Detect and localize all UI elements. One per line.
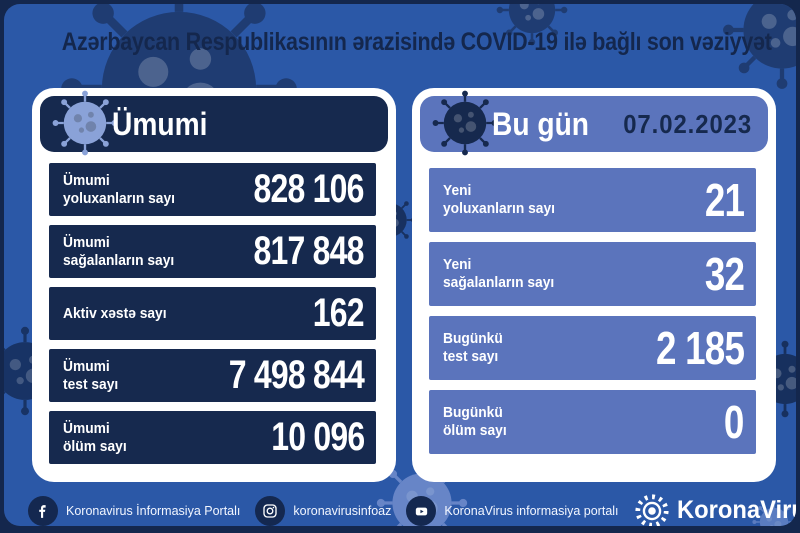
stat-row-new-infected: Yeni yoluxanların sayı 21 xyxy=(429,168,756,232)
virus-icon xyxy=(52,90,118,156)
stat-label: Bugünkü test sayı xyxy=(443,330,503,365)
today-panel: Bu gün 07.02.2023 Yeni yoluxanların sayı … xyxy=(412,88,776,482)
youtube-handle: KoronaVirus informasiya portalı xyxy=(406,496,619,526)
stat-row-total-tests: Ümumi test sayı 7 498 844 xyxy=(49,349,376,402)
stat-label: Yeni yoluxanların sayı xyxy=(443,182,555,217)
virus-icon xyxy=(432,90,498,156)
stat-value: 7 498 844 xyxy=(228,353,365,397)
stat-row-today-deaths: Bugünkü ölüm sayı 0 xyxy=(429,390,756,454)
stat-value: 0 xyxy=(724,396,744,448)
stat-value: 10 096 xyxy=(270,415,365,459)
totals-panel: Ümumi Ümumi yoluxanların sayı 828 106 Ümu… xyxy=(32,88,396,482)
stat-label: Ümumi ölüm sayı xyxy=(63,419,127,455)
facebook-icon xyxy=(28,496,58,526)
stat-row-total-infected: Ümumi yoluxanların sayı 828 106 xyxy=(49,163,376,216)
page-background: Azərbaycan Respublikasının ərazisində CO… xyxy=(4,4,796,526)
instagram-handle: koronavirusinfoaz xyxy=(255,496,391,526)
koronavirus-logo: KoronaVirus info xyxy=(634,493,796,526)
instagram-label: koronavirusinfoaz xyxy=(293,504,392,518)
stat-row-total-deaths: Ümumi ölüm sayı 10 096 xyxy=(49,411,376,464)
instagram-icon xyxy=(255,496,286,526)
totals-rows: Ümumi yoluxanların sayı 828 106 Ümumi sağa… xyxy=(49,163,376,473)
report-date: 07.02.2023 xyxy=(623,108,752,139)
facebook-label: Koronavirus İnformasiya Portalı xyxy=(66,504,241,518)
stat-label: Aktiv xəstə sayı xyxy=(63,304,167,322)
today-rows: Yeni yoluxanların sayı 21 Yeni sağalanları… xyxy=(429,168,756,464)
stat-row-today-tests: Bugünkü test sayı 2 185 xyxy=(429,316,756,380)
facebook-handle: Koronavirus İnformasiya Portalı xyxy=(28,496,240,526)
stat-label: Ümumi yoluxanların sayı xyxy=(63,171,175,207)
totals-panel-header: Ümumi xyxy=(40,96,388,152)
stat-row-active-cases: Aktiv xəstə sayı 162 xyxy=(49,287,376,340)
stat-label: Ümumi sağalanların sayı xyxy=(63,233,175,269)
totals-panel-title: Ümumi xyxy=(112,105,208,142)
today-panel-header: Bu gün 07.02.2023 xyxy=(420,90,768,156)
stat-value: 817 848 xyxy=(253,229,365,273)
stat-value: 2 185 xyxy=(655,322,745,374)
stat-value: 828 106 xyxy=(253,167,365,211)
stat-value: 162 xyxy=(313,291,365,335)
youtube-label: KoronaVirus informasiya portalı xyxy=(444,504,619,518)
sun-virus-icon xyxy=(634,494,669,526)
stat-label: Ümumi test sayı xyxy=(63,357,119,393)
footer: Koronavirus İnformasiya Portalı koronavi… xyxy=(28,493,796,526)
stat-value: 32 xyxy=(704,248,745,300)
today-panel-title: Bu gün xyxy=(492,105,589,142)
page-title: Azərbaycan Respublikasının ərazisində CO… xyxy=(61,28,772,56)
stat-row-total-recovered: Ümumi sağalanların sayı 817 848 xyxy=(49,225,376,278)
stat-label: Yeni sağalanların sayı xyxy=(443,256,555,291)
youtube-icon xyxy=(406,496,437,526)
stat-row-new-recovered: Yeni sağalanların sayı 32 xyxy=(429,242,756,306)
stat-value: 21 xyxy=(704,174,745,226)
logo-text: KoronaVirus xyxy=(676,496,796,524)
stat-label: Bugünkü ölüm sayı xyxy=(443,404,507,439)
